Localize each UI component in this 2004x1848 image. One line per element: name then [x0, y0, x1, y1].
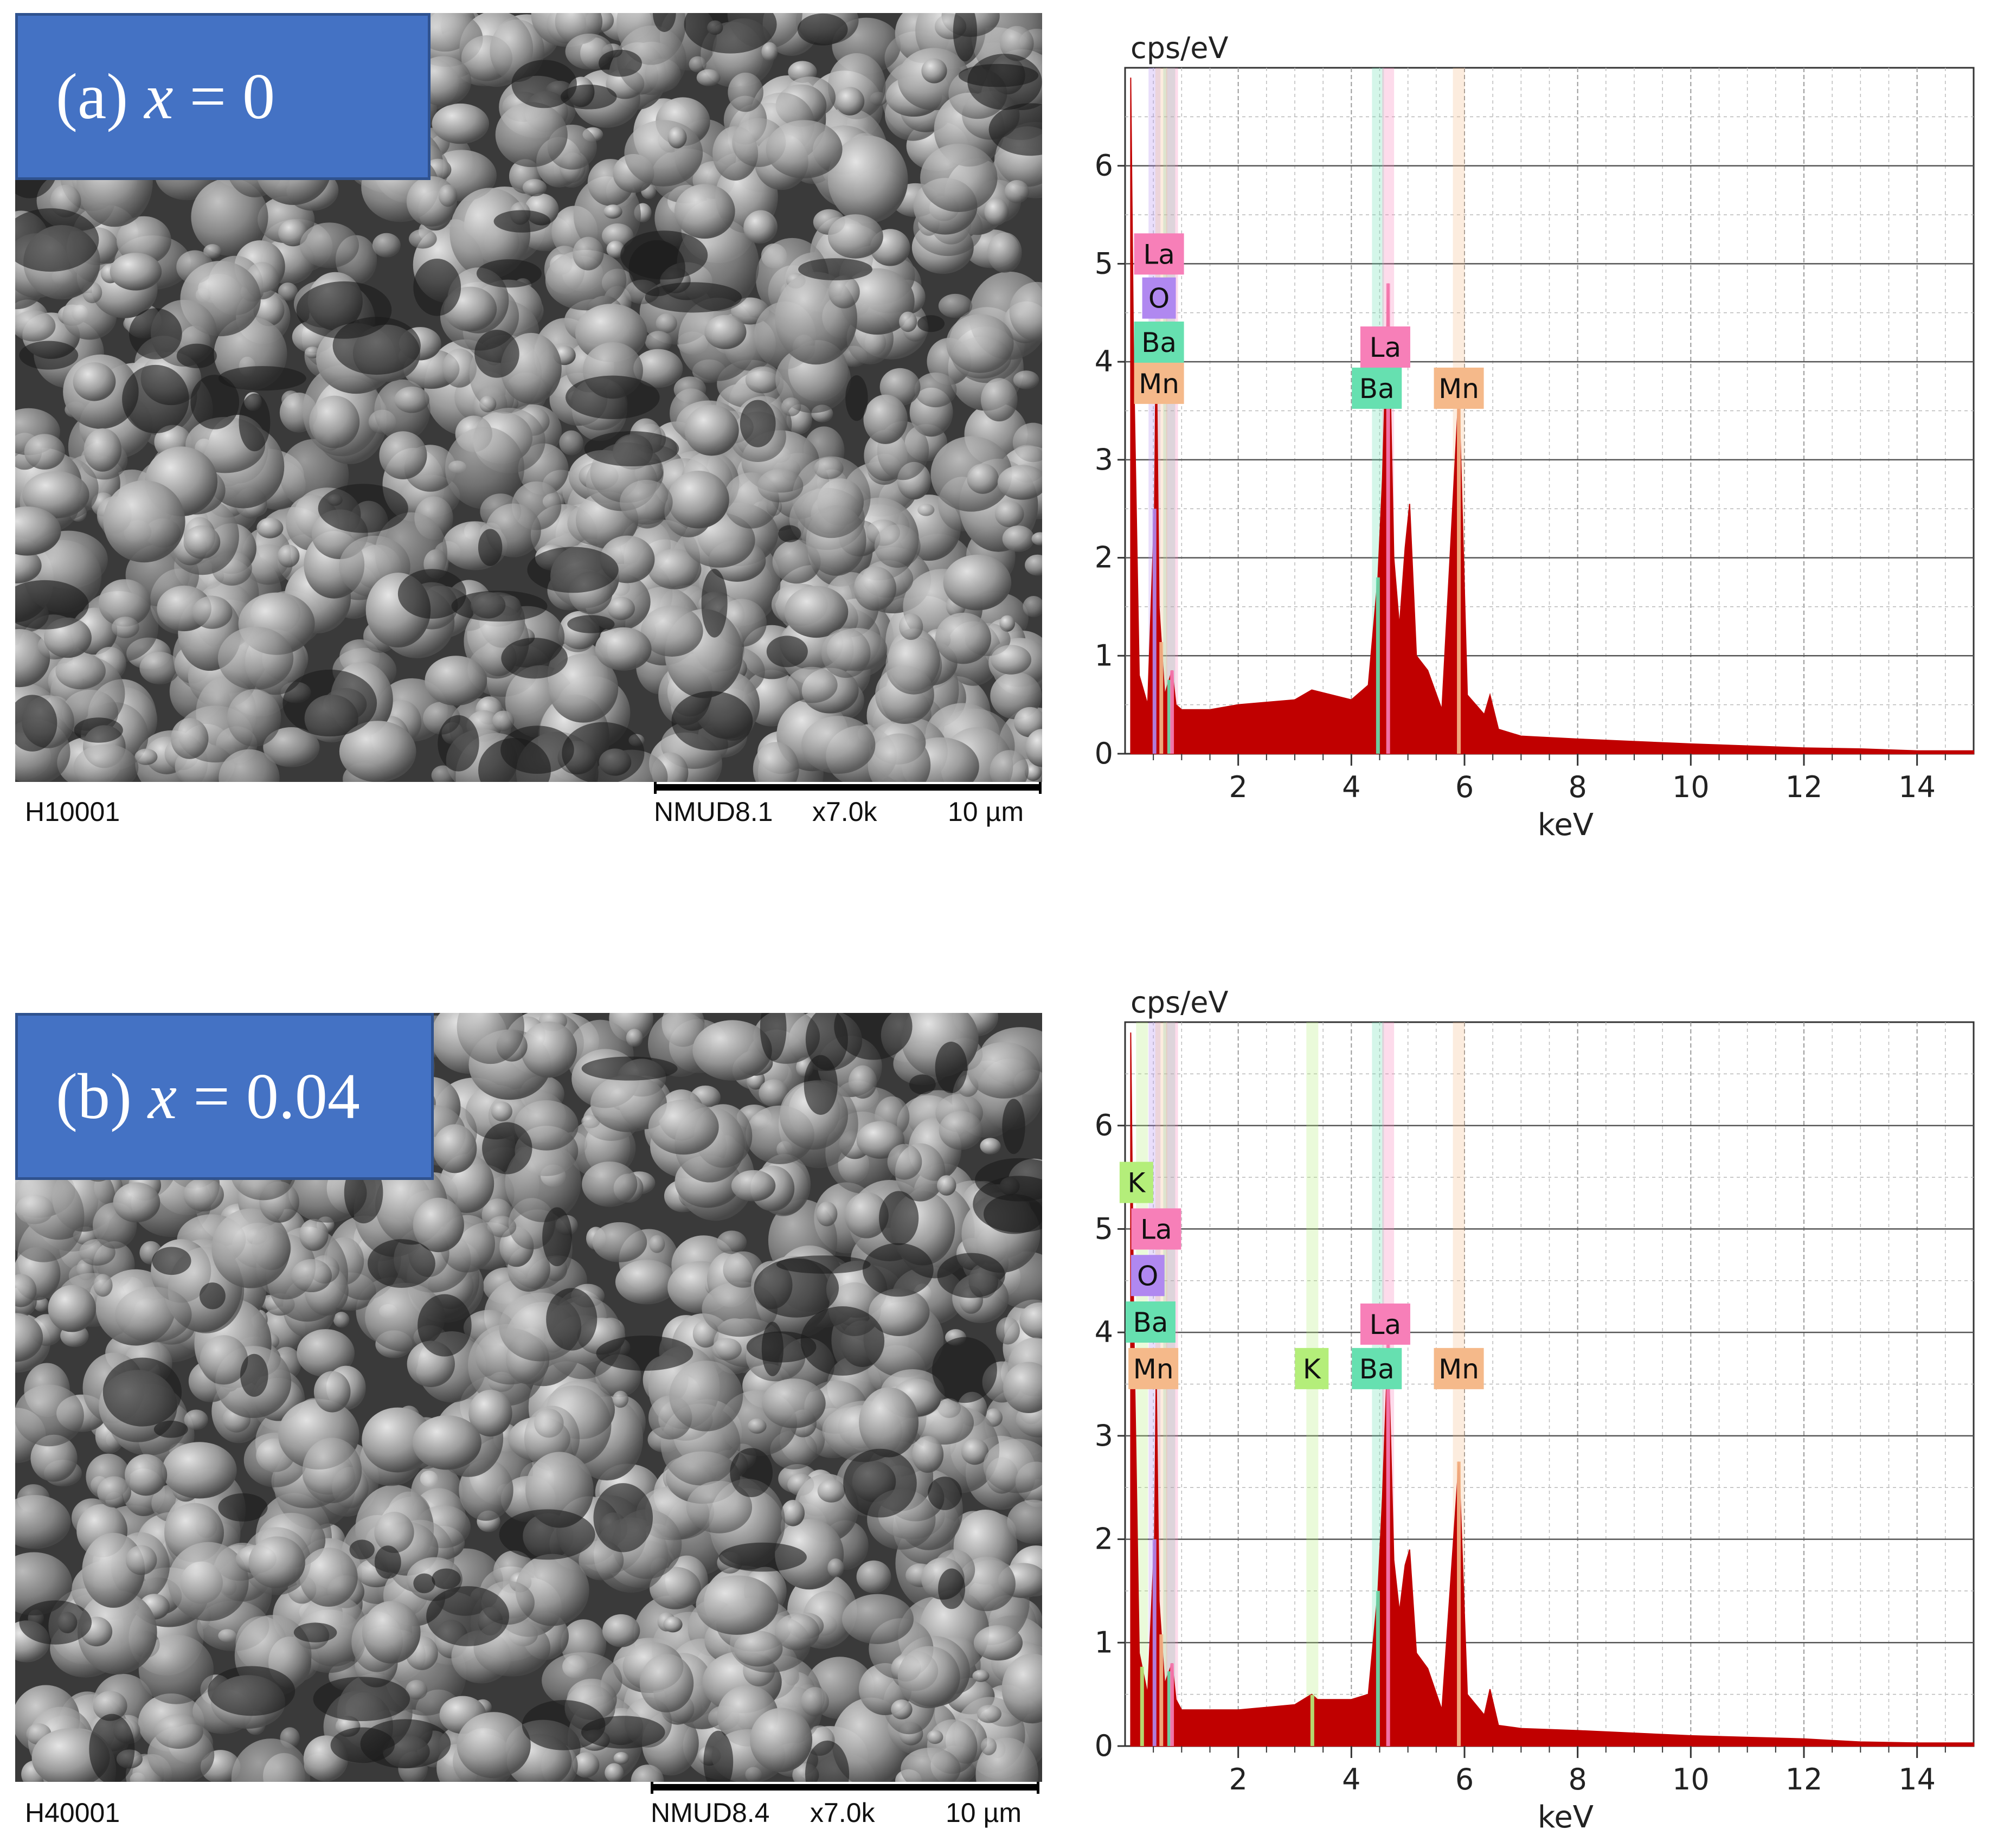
element-tag-o [1142, 277, 1176, 319]
element-tag-label: K [1303, 1353, 1321, 1385]
element-tag-label: Ba [1141, 327, 1177, 358]
panel-label-value: = 0.04 [193, 1060, 360, 1132]
y-axis-label: cps/eV [1131, 985, 1229, 1019]
eds-spectrum-a: 2 4 6 8 10 12 14 0 1 2 3 4 5 6 cps/eV keV La O Ba Mn La Ba Mn [1074, 22, 1995, 854]
y-tick-label: 1 [1095, 1625, 1113, 1659]
element-tag-k [1295, 1348, 1329, 1389]
element-tag-mn [1128, 1348, 1179, 1389]
scale-tick-right [1037, 1782, 1039, 1794]
scale-bar [654, 784, 1041, 791]
sem-magnification: x7.0k [810, 1798, 875, 1828]
x-tick-label: 12 [1785, 1762, 1823, 1796]
element-tag-k [1119, 1162, 1153, 1203]
spectrum-area [1130, 78, 1974, 754]
x-tick-label: 14 [1898, 1762, 1936, 1796]
panel-label-value: = 0 [189, 60, 275, 132]
panel-label-prefix: (a) [56, 60, 129, 132]
element-tag-label: La [1140, 1214, 1172, 1245]
panel-label-prefix: (b) [56, 1060, 132, 1132]
sem-instrument: NMUD8.4 [651, 1798, 770, 1828]
element-tag-la [1360, 1303, 1410, 1345]
x-axis-label: keV [1538, 1800, 1594, 1835]
x-axis-label: keV [1538, 807, 1594, 843]
y-axis-label: cps/eV [1131, 31, 1229, 65]
element-tag-o [1131, 1255, 1165, 1297]
x-tick-label: 4 [1342, 1762, 1360, 1796]
element-tag-label: Mn [1139, 368, 1179, 400]
x-tick-label: 10 [1672, 1762, 1710, 1796]
element-tag-label: Mn [1438, 1353, 1479, 1385]
y-tick-label: 0 [1095, 1729, 1113, 1763]
element-tag-la [1134, 233, 1184, 275]
sem-magnification: x7.0k [812, 797, 877, 827]
x-tick-label: 2 [1229, 1762, 1247, 1796]
element-tag-ba [1352, 367, 1402, 409]
element-tag-label: Ba [1133, 1307, 1168, 1338]
element-tag-la [1131, 1208, 1181, 1250]
y-tick-label: 2 [1095, 1522, 1113, 1556]
panel-label-variable: x [144, 60, 174, 132]
sem-texture-b [15, 1013, 1042, 1782]
element-tag-la [1360, 326, 1410, 368]
y-tick-label: 5 [1095, 1211, 1113, 1246]
x-tick-label: 4 [1342, 770, 1360, 804]
x-tick-label: 10 [1672, 770, 1710, 804]
x-tick-label: 2 [1229, 770, 1247, 804]
x-tick-label: 6 [1455, 1762, 1474, 1796]
scale-tick-right [1039, 782, 1042, 794]
sem-image-id: H10001 [25, 797, 120, 827]
element-band-la [1166, 68, 1178, 754]
element-tag-ba [1134, 322, 1184, 363]
sem-scale-label: 10 µm [946, 1798, 1022, 1828]
y-tick-label: 5 [1095, 246, 1113, 280]
sem-image-b: (b) x = 0.04 [15, 1013, 1042, 1782]
element-tag-mn [1134, 362, 1184, 404]
element-tag-label: O [1148, 283, 1170, 315]
sem-footer-a: H10001 NMUD8.1 x7.0k 10 µm [15, 782, 1042, 842]
element-tag-label: Ba [1359, 1353, 1395, 1385]
sem-image-a: (a) x = 0 [15, 13, 1042, 782]
x-tick-label: 8 [1568, 770, 1587, 804]
sem-image-id: H40001 [25, 1798, 120, 1828]
panel-label-variable: x [147, 1060, 177, 1132]
element-tag-mn [1434, 1348, 1484, 1389]
eds-spectrum-b: 2 4 6 8 10 12 14 0 1 2 3 4 5 6 cps/eV keV K La O Ba Mn K La Ba M… [1074, 976, 1995, 1846]
x-tick-label: 14 [1898, 770, 1936, 804]
x-tick-label: 8 [1568, 1762, 1587, 1796]
y-tick-label: 6 [1095, 1108, 1113, 1143]
y-tick-label: 2 [1095, 541, 1113, 575]
element-tag-mn [1434, 367, 1484, 409]
sem-footer-b: H40001 NMUD8.4 x7.0k 10 µm [15, 1782, 1042, 1841]
element-tag-ba [1352, 1348, 1402, 1389]
panel-label-b: (b) x = 0.04 [15, 1013, 434, 1180]
y-tick-label: 4 [1095, 344, 1113, 378]
element-tag-label: La [1370, 332, 1402, 363]
element-tag-label: K [1127, 1167, 1146, 1199]
sem-instrument: NMUD8.1 [654, 797, 773, 827]
y-tick-label: 0 [1095, 736, 1113, 771]
element-tag-label: La [1143, 239, 1175, 270]
element-tag-label: La [1370, 1309, 1402, 1340]
x-tick-label: 12 [1785, 770, 1823, 804]
y-tick-label: 3 [1095, 442, 1113, 477]
x-tick-label: 6 [1455, 770, 1474, 804]
scale-bar [651, 1784, 1039, 1791]
element-tag-ba [1125, 1301, 1176, 1343]
y-tick-label: 1 [1095, 638, 1113, 672]
element-tag-label: O [1137, 1260, 1158, 1292]
element-tag-label: Mn [1438, 373, 1479, 405]
y-tick-label: 6 [1095, 149, 1113, 183]
sem-scale-label: 10 µm [948, 797, 1024, 827]
panel-label-a: (a) x = 0 [15, 13, 431, 180]
y-tick-label: 4 [1095, 1315, 1113, 1349]
element-tag-label: Mn [1133, 1353, 1174, 1385]
element-tag-label: Ba [1359, 373, 1395, 405]
y-tick-label: 3 [1095, 1419, 1113, 1453]
